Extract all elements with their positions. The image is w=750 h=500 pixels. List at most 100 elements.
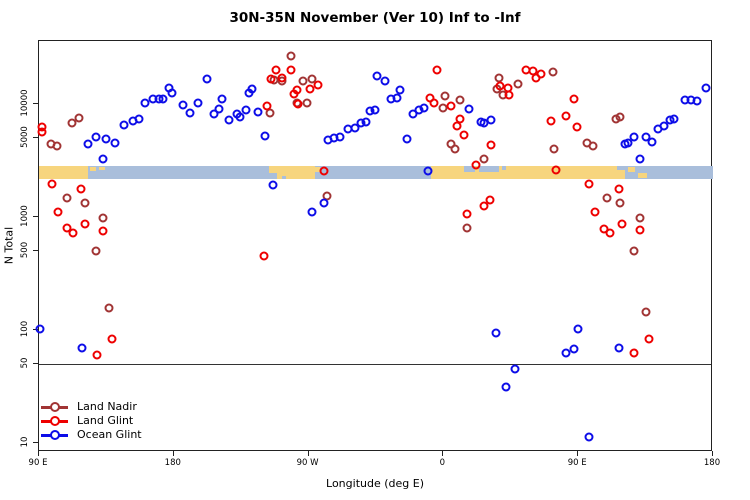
data-point-land-nadir xyxy=(549,144,559,154)
data-point-land-glint xyxy=(305,84,315,94)
data-point-land-nadir xyxy=(455,95,465,105)
data-point-land-nadir xyxy=(479,154,489,164)
y-axis-label: N Total xyxy=(2,226,16,265)
data-point-ocean-glint xyxy=(98,154,108,164)
data-point-ocean-glint xyxy=(101,134,111,144)
x-tick-mark xyxy=(307,451,309,456)
data-point-ocean-glint xyxy=(659,121,669,131)
data-point-land-glint xyxy=(271,65,281,75)
data-point-land-nadir xyxy=(67,118,77,128)
data-point-land-glint xyxy=(262,101,272,111)
map-band-land-detail xyxy=(98,166,105,171)
data-point-land-glint xyxy=(471,160,481,170)
y-tick-mark xyxy=(33,216,38,217)
data-point-ocean-glint xyxy=(510,364,520,374)
data-point-land-nadir xyxy=(462,223,472,233)
data-point-land-glint xyxy=(590,207,600,217)
data-point-ocean-glint xyxy=(224,115,234,125)
y-tick-mark xyxy=(33,329,38,330)
data-point-ocean-glint xyxy=(614,343,624,353)
map-band-land-detail xyxy=(89,166,96,172)
data-point-land-glint xyxy=(292,85,302,95)
data-point-land-nadir xyxy=(91,246,101,256)
x-tick-label: 180 xyxy=(164,458,181,468)
data-point-land-nadir xyxy=(629,246,639,256)
data-point-land-glint xyxy=(485,195,495,205)
legend-circle-icon xyxy=(50,430,60,440)
data-point-land-glint xyxy=(259,251,269,261)
x-tick-label: 90 W xyxy=(296,458,319,468)
data-point-ocean-glint xyxy=(561,348,571,358)
data-point-ocean-glint xyxy=(491,328,501,338)
data-point-ocean-glint xyxy=(110,138,120,148)
data-point-land-nadir xyxy=(440,91,450,101)
data-point-land-glint xyxy=(266,74,276,84)
y-tick-mark xyxy=(33,363,38,365)
data-point-ocean-glint xyxy=(167,88,177,98)
data-point-ocean-glint xyxy=(253,107,263,117)
data-point-ocean-glint xyxy=(380,76,390,86)
data-point-land-glint xyxy=(432,65,442,75)
legend-circle-icon xyxy=(50,416,60,426)
plot-area: Land Nadir Land Glint Ocean Glint xyxy=(35,40,713,451)
data-point-land-glint xyxy=(446,101,456,111)
legend-item-land-glint: Land Glint xyxy=(41,414,211,428)
data-point-land-glint xyxy=(629,348,639,358)
data-point-land-glint xyxy=(68,228,78,238)
data-point-land-nadir xyxy=(641,307,651,317)
x-tick-label: 0 xyxy=(439,458,446,468)
x-tick-label: 90 E xyxy=(567,458,587,468)
data-point-ocean-glint xyxy=(623,138,633,148)
data-point-ocean-glint xyxy=(319,198,329,208)
data-point-land-glint xyxy=(635,225,645,235)
data-point-land-nadir xyxy=(52,141,62,151)
data-point-ocean-glint xyxy=(235,112,245,122)
data-point-ocean-glint xyxy=(214,104,224,114)
data-point-ocean-glint xyxy=(178,100,188,110)
data-point-land-nadir xyxy=(602,193,612,203)
y-tick-mark xyxy=(33,442,38,443)
data-point-land-glint xyxy=(37,127,47,137)
map-band-ocean-detail xyxy=(268,173,278,179)
map-band-land-detail xyxy=(638,173,648,179)
data-point-land-glint xyxy=(277,73,287,83)
x-tick-mark xyxy=(38,451,39,456)
data-point-ocean-glint xyxy=(91,132,101,142)
data-point-land-glint xyxy=(504,90,514,100)
legend-label: Ocean Glint xyxy=(77,428,142,441)
data-point-land-glint xyxy=(429,98,439,108)
data-point-ocean-glint xyxy=(193,98,203,108)
data-point-ocean-glint xyxy=(202,74,212,84)
data-point-land-glint xyxy=(455,114,465,124)
data-point-ocean-glint xyxy=(260,131,270,141)
data-point-land-nadir xyxy=(513,79,523,89)
data-point-ocean-glint xyxy=(140,98,150,108)
data-point-land-glint xyxy=(313,80,323,90)
data-point-ocean-glint xyxy=(641,132,651,142)
data-point-ocean-glint xyxy=(501,382,511,392)
data-point-land-glint xyxy=(80,219,90,229)
data-point-ocean-glint xyxy=(119,120,129,130)
data-point-land-nadir xyxy=(62,193,72,203)
y-tick-label: 500 xyxy=(20,241,30,259)
map-band-ocean-detail xyxy=(464,165,475,172)
legend: Land Nadir Land Glint Ocean Glint xyxy=(41,400,211,442)
data-point-ocean-glint xyxy=(335,132,345,142)
legend-label: Land Nadir xyxy=(77,400,137,413)
data-point-ocean-glint xyxy=(217,94,227,104)
data-point-land-glint xyxy=(47,179,57,189)
data-point-land-nadir xyxy=(104,303,114,313)
data-point-land-glint xyxy=(107,334,117,344)
map-band-land xyxy=(39,165,89,179)
data-point-land-glint xyxy=(605,228,615,238)
data-point-land-glint xyxy=(479,201,489,211)
data-point-ocean-glint xyxy=(692,96,702,106)
data-point-ocean-glint xyxy=(635,154,645,164)
data-point-land-glint xyxy=(569,94,579,104)
data-point-land-glint xyxy=(319,166,329,176)
data-point-land-nadir xyxy=(307,74,317,84)
data-point-ocean-glint xyxy=(423,166,433,176)
data-point-land-nadir xyxy=(588,141,598,151)
data-point-land-glint xyxy=(76,184,86,194)
